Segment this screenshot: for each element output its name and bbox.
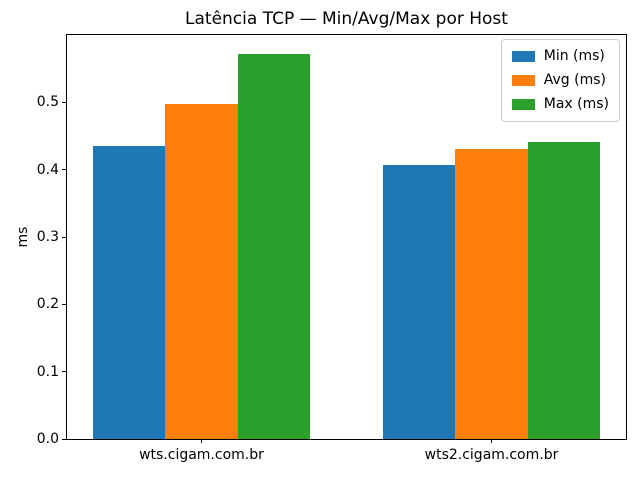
legend: Min (ms) Avg (ms) Max (ms) bbox=[500, 39, 620, 122]
y-tick-label: 0.2 bbox=[36, 296, 59, 313]
legend-label: Min (ms) bbox=[543, 48, 605, 64]
legend-swatch-icon bbox=[511, 51, 535, 62]
bar-min-wts2-cigam-com-br bbox=[383, 164, 456, 439]
y-tick-label: 0.3 bbox=[36, 229, 59, 245]
y-tick-mark bbox=[62, 371, 66, 373]
legend-item-min: Min (ms) bbox=[511, 48, 609, 65]
bar-max-wts2-cigam-com-br bbox=[527, 142, 600, 439]
bar-min-wts-cigam-com-br bbox=[93, 146, 166, 439]
y-tick-label: 0.0 bbox=[36, 431, 59, 447]
bar-max-wts-cigam-com-br bbox=[237, 53, 310, 439]
chart-title: Latência TCP — Min/Avg/Max por Host bbox=[185, 9, 508, 29]
x-tick-label-wts-cigam-com-br: wts.cigam.com.br bbox=[139, 447, 264, 463]
bar-avg-wts2-cigam-com-br bbox=[455, 148, 528, 439]
x-tick-mark bbox=[200, 439, 202, 443]
y-tick-mark bbox=[62, 236, 66, 238]
y-tick-label: 0.5 bbox=[36, 94, 59, 111]
y-tick-label: 0.4 bbox=[36, 161, 59, 178]
bar-avg-wts-cigam-com-br bbox=[165, 103, 238, 439]
x-tick-label-wts2-cigam-com-br: wts2.cigam.com.br bbox=[424, 447, 559, 463]
legend-swatch-icon bbox=[511, 99, 535, 110]
legend-label: Max (ms) bbox=[543, 96, 609, 112]
legend-item-max: Max (ms) bbox=[511, 96, 609, 113]
y-tick-mark bbox=[62, 303, 66, 305]
legend-label: Avg (ms) bbox=[543, 72, 606, 88]
y-tick-mark bbox=[62, 438, 66, 440]
legend-swatch-icon bbox=[511, 75, 535, 86]
legend-item-avg: Avg (ms) bbox=[511, 72, 609, 89]
y-tick-mark bbox=[62, 169, 66, 171]
y-tick-mark bbox=[62, 101, 66, 103]
plot-area: 0.0 0.1 0.2 0.3 0.4 0.5 wts.cigam.com.br wts2.… bbox=[37, 34, 627, 463]
y-tick-label: 0.1 bbox=[36, 363, 59, 380]
x-tick-mark bbox=[491, 439, 492, 443]
